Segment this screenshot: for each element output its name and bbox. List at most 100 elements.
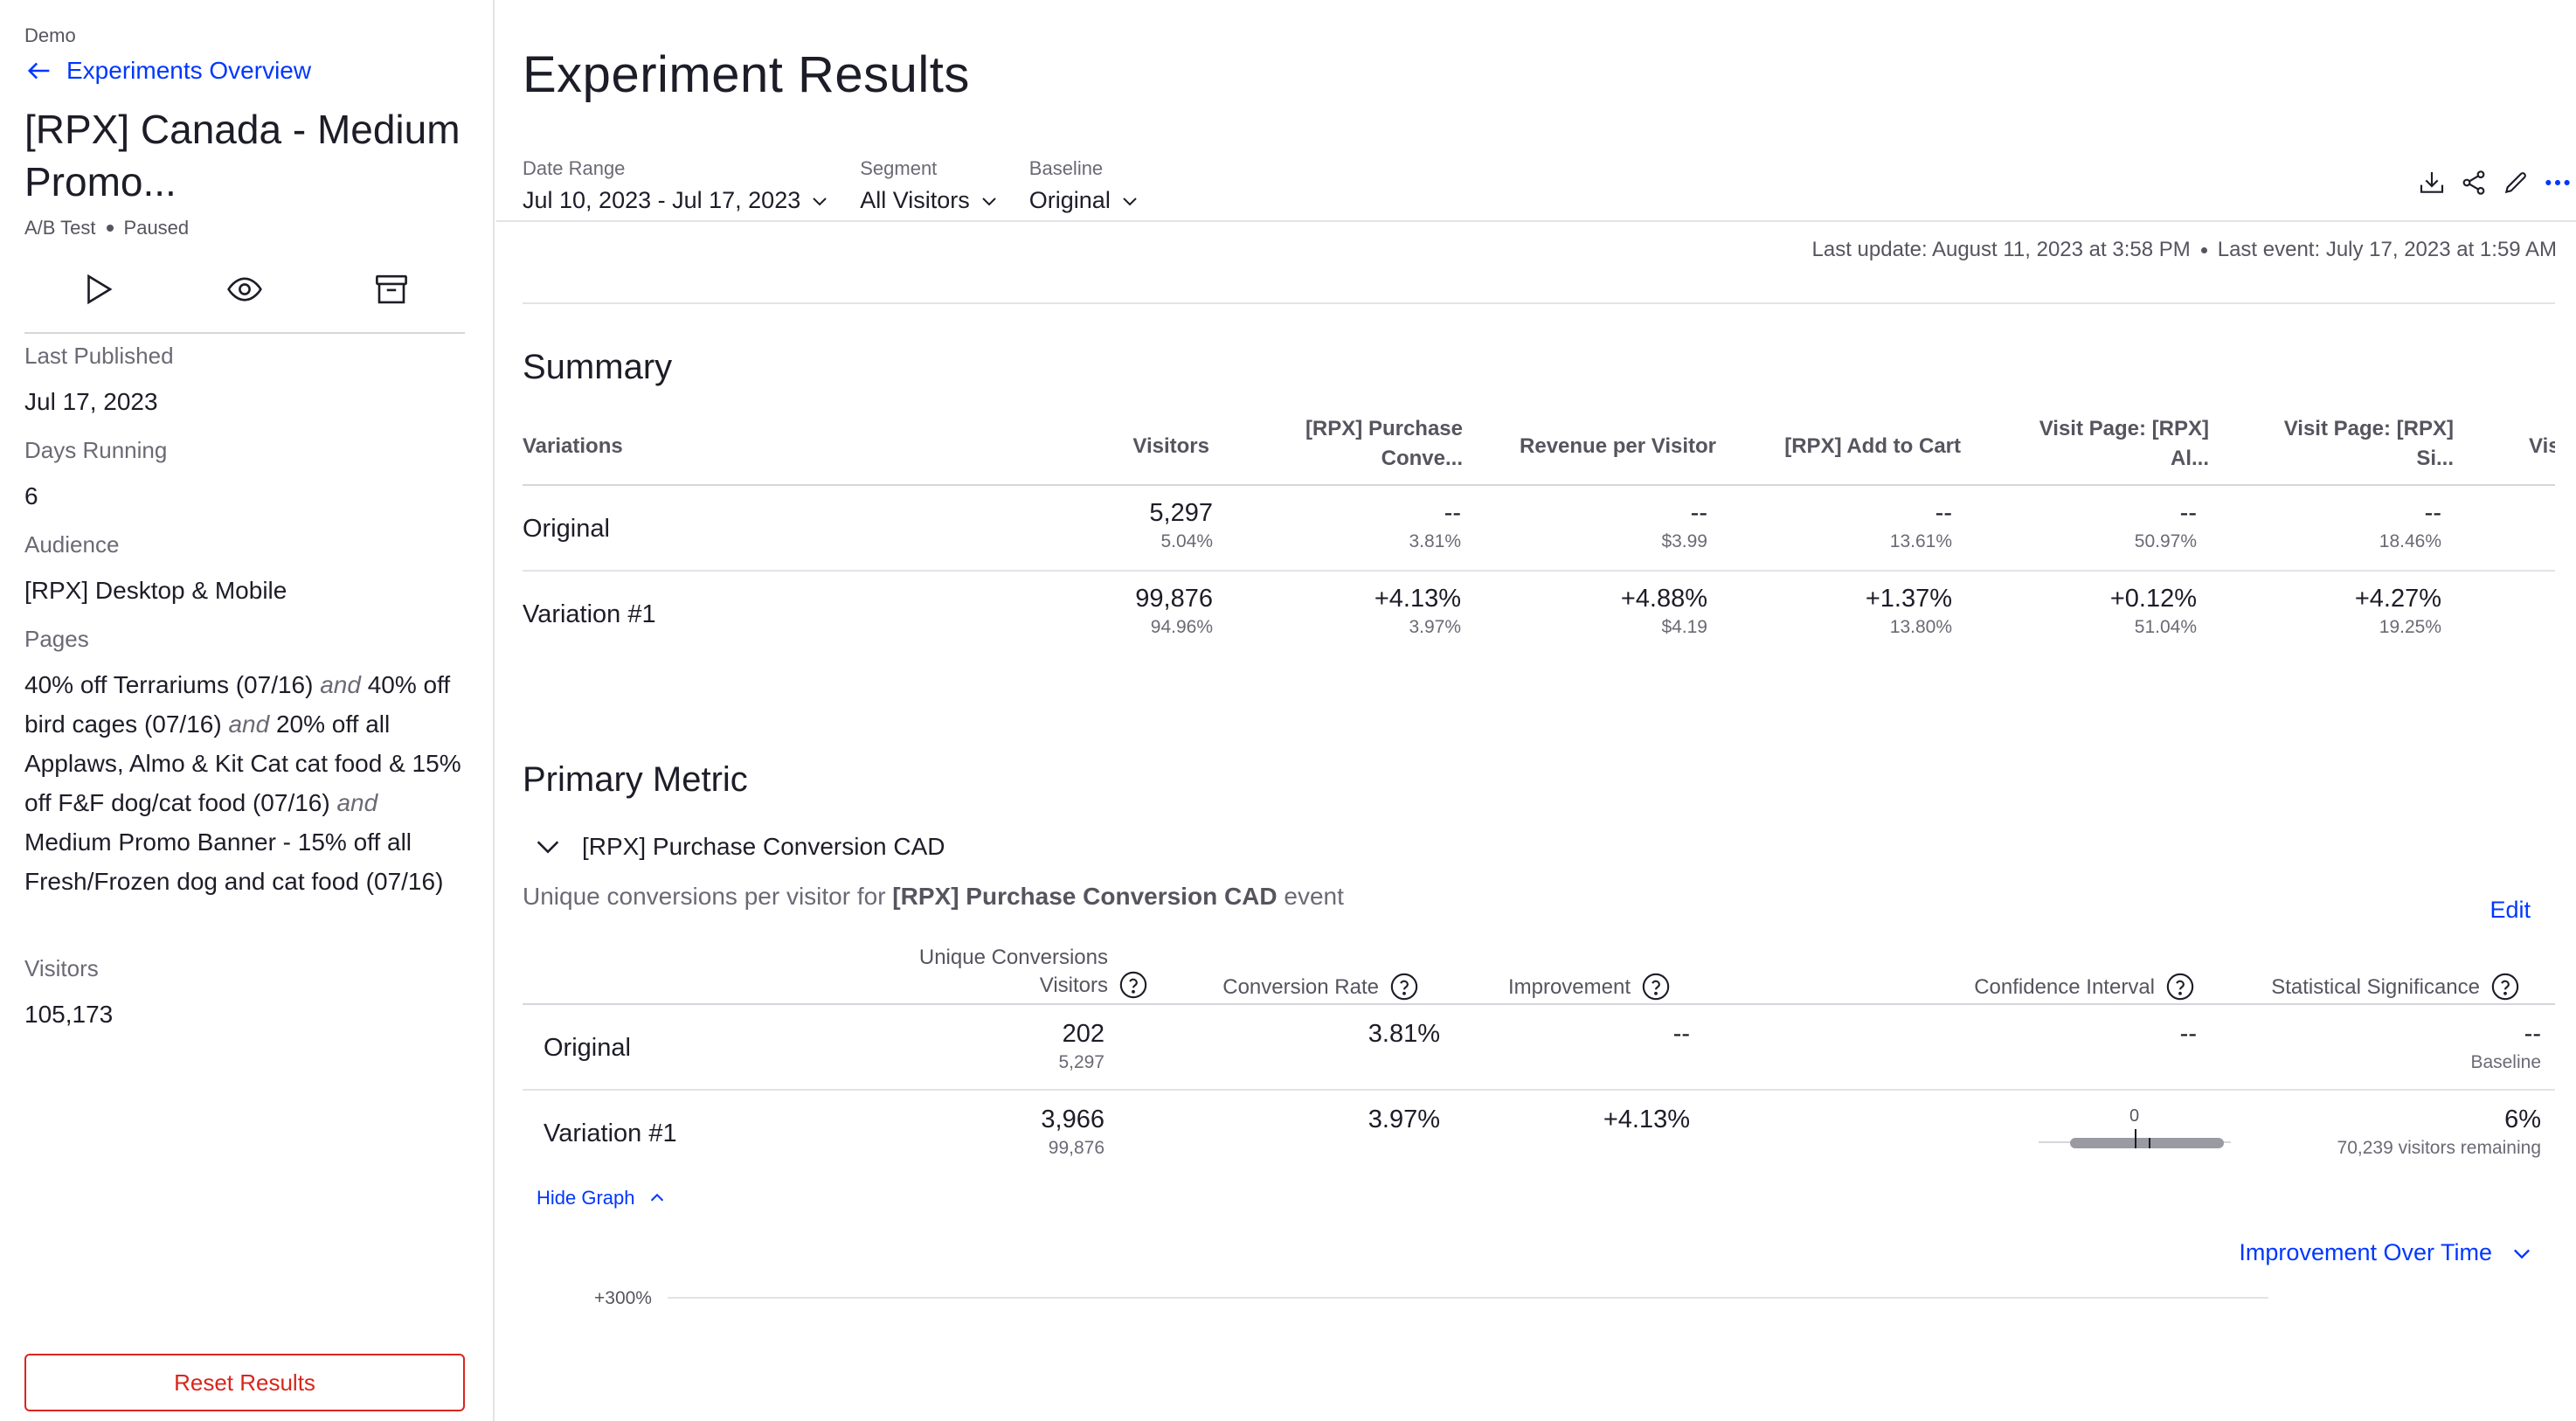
summary-cell: -- 18.46% (2379, 499, 2441, 551)
summary-row: Variation #1 99,876 94.96% +4.13% 3.97% +4… (523, 572, 2555, 657)
audience-label: Audience (24, 531, 120, 558)
date-range-dropdown[interactable]: Date Range Jul 10, 2023 - Jul 17, 2023 (523, 157, 830, 214)
chart-gridline (668, 1297, 2268, 1299)
summary-table: Variations Visitors [RPX] Purchase Conve.… (523, 411, 2555, 657)
segment-value: All Visitors (860, 187, 970, 213)
back-link-label: Experiments Overview (66, 57, 312, 84)
variation-name[interactable]: Original (544, 1033, 631, 1062)
experiment-type: A/B Test (24, 217, 96, 239)
page-title: Experiment Results (523, 46, 970, 103)
download-button[interactable] (2417, 168, 2447, 198)
significance-cell: -- Baseline (2470, 1020, 2541, 1072)
audience-value: [RPX] Desktop & Mobile (24, 577, 287, 604)
conversion-rate-cell: 3.81% (1368, 1020, 1440, 1048)
page-item: 40% off bird cages (07/16) (24, 671, 451, 738)
column-header[interactable]: Visit Page: [RPX] Al... (2039, 417, 2209, 470)
chart-type-dropdown[interactable]: Improvement Over Time (2239, 1239, 2534, 1266)
help-icon[interactable] (1118, 970, 1148, 1000)
variation-name[interactable]: Original (523, 514, 610, 543)
preview-button[interactable] (218, 263, 271, 315)
ci-zero-label: 0 (2129, 1106, 2140, 1126)
column-header[interactable]: Conversion Rate (1222, 972, 1419, 1002)
summary-cell: -- 13.61% (1889, 499, 1952, 551)
experiment-meta: A/B Test Paused (24, 217, 189, 239)
variation-name[interactable]: Variation #1 (544, 1119, 677, 1147)
results-toolbar (2417, 168, 2573, 198)
visitors-label: Visitors (24, 955, 99, 981)
column-header[interactable]: Vis (2529, 434, 2555, 458)
summary-cell: +4.27% 19.25% (2354, 585, 2441, 637)
date-range-label: Date Range (523, 157, 626, 179)
back-to-overview-link[interactable]: Experiments Overview (24, 56, 311, 86)
edit-button[interactable] (2501, 168, 2531, 198)
summary-cell: +0.12% 51.04% (2109, 585, 2197, 637)
chevron-up-icon (650, 1193, 663, 1202)
header-divider (496, 220, 2576, 222)
baseline-dropdown[interactable]: Baseline Original (1029, 157, 1140, 214)
play-button[interactable] (72, 263, 124, 315)
summary-cell: 99,876 94.96% (1135, 585, 1213, 637)
column-header[interactable]: Revenue per Visitor (1520, 434, 1716, 458)
chart-type-label: Improvement Over Time (2239, 1239, 2492, 1265)
days-running-value: 6 (24, 482, 38, 509)
hide-graph-toggle[interactable]: Hide Graph (537, 1187, 667, 1210)
experiment-sidebar: Demo Experiments Overview [RPX] Canada -… (0, 0, 495, 1421)
download-icon (2420, 172, 2444, 193)
segment-dropdown[interactable]: Segment All Visitors (860, 157, 1000, 214)
primary-metric-title: Primary Metric (523, 760, 748, 799)
last-update-info: Last update: August 11, 2023 at 3:58 PM … (1812, 238, 2557, 262)
conversions-cell: 3,966 99,876 (1041, 1106, 1104, 1158)
pages-joiner: and (320, 671, 361, 698)
primary-metric-table: Unique Conversions Visitors Conversion Ra… (523, 944, 2555, 1176)
metric-description: Unique conversions per visitor for [RPX]… (523, 883, 1344, 910)
share-icon (2462, 170, 2485, 195)
improvement-cell: +4.13% (1603, 1106, 1690, 1133)
help-icon[interactable] (2165, 972, 2195, 1002)
pages-joiner: and (336, 789, 378, 816)
column-header[interactable]: [RPX] Purchase Conve... (1305, 417, 1463, 470)
baseline-label: Baseline (1028, 157, 1104, 179)
edit-metric-link[interactable]: Edit (2489, 897, 2531, 923)
days-running-section: Days Running 6 (24, 437, 470, 516)
chart-y-tick-label: +300% (594, 1288, 652, 1308)
baseline-value: Original (1028, 187, 1111, 213)
arrow-left-icon (27, 62, 50, 80)
days-running-label: Days Running (24, 437, 168, 463)
chevron-down-icon (982, 197, 996, 205)
variation-name[interactable]: Variation #1 (523, 600, 656, 628)
last-published-value: Jul 17, 2023 (24, 388, 158, 415)
more-options-button[interactable] (2543, 168, 2573, 198)
page-item: Medium Promo Banner - 15% off all Fresh/… (24, 828, 444, 895)
column-header[interactable]: Unique Conversions Visitors (919, 944, 1148, 1000)
column-header[interactable]: Confidence Interval (1974, 972, 2195, 1002)
column-header[interactable]: Statistical Significance (2271, 972, 2520, 1002)
column-header[interactable]: [RPX] Add to Cart (1784, 434, 1961, 458)
reset-results-button[interactable]: Reset Results (24, 1354, 465, 1411)
metric-collapse-toggle[interactable]: [RPX] Purchase Conversion CAD (533, 832, 945, 862)
play-icon (87, 274, 113, 305)
archive-button[interactable] (365, 263, 418, 315)
date-range-value: Jul 10, 2023 - Jul 17, 2023 (523, 187, 801, 213)
segment-label: Segment (860, 157, 938, 179)
column-header[interactable]: Visit Page: [RPX] Si... (2283, 417, 2454, 470)
help-icon[interactable] (2490, 972, 2520, 1002)
chevron-down-icon (1123, 197, 1137, 205)
summary-cell: +4.13% 3.97% (1374, 585, 1461, 637)
help-icon[interactable] (1389, 972, 1419, 1002)
audience-section: Audience [RPX] Desktop & Mobile (24, 531, 470, 610)
more-horizontal-icon (2545, 179, 2570, 186)
metric-description-name: [RPX] Purchase Conversion CAD (892, 883, 1278, 910)
column-header[interactable]: Improvement (1508, 972, 1671, 1002)
separator-dot (2200, 246, 2207, 253)
help-icon[interactable] (1641, 972, 1671, 1002)
hide-graph-label: Hide Graph (537, 1187, 635, 1209)
summary-cell: -- $3.99 (1661, 499, 1707, 551)
confidence-interval-cell: -- (2179, 1020, 2197, 1048)
experiment-status: Paused (123, 217, 190, 239)
page-item: 40% off Terrariums (07/16) (24, 671, 314, 698)
confidence-interval-bar: 0 (2039, 1106, 2231, 1154)
conversion-rate-cell: 3.97% (1368, 1106, 1440, 1133)
summary-cell: -- 3.81% (1409, 499, 1461, 551)
column-header[interactable]: Visitors (1132, 434, 1209, 458)
share-button[interactable] (2459, 168, 2489, 198)
